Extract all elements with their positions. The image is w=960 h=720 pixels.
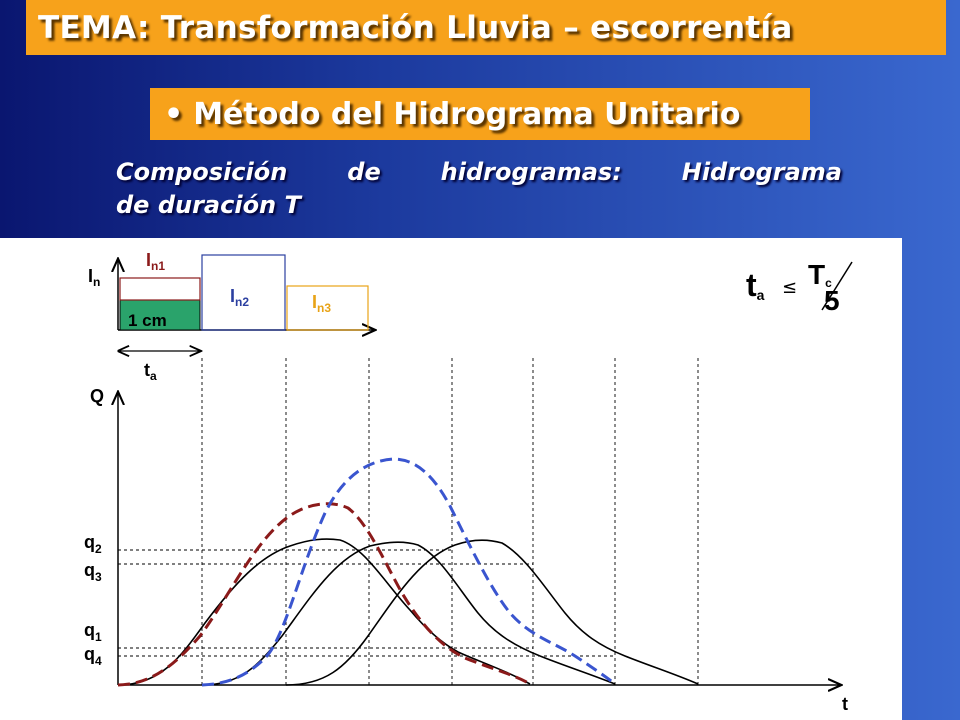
heading-word: Hidrograma	[681, 158, 842, 186]
heading-line-2: de duración T	[116, 191, 301, 219]
heading-word: hidrogramas:	[440, 158, 622, 186]
block2-label: In2	[230, 286, 249, 309]
formula-denominator: 5	[824, 285, 840, 316]
slide-subtitle: Método del Hidrograma Unitario	[193, 96, 741, 132]
formula-numerator: Tc	[808, 259, 832, 290]
x-axis-label: t	[842, 694, 848, 714]
duration-formula: ta ≤ Tc 5	[746, 259, 853, 316]
time-gridlines	[201, 358, 699, 685]
hydrograph-diagram: In In1 1 cm In2 In3 ta ta ≤ Tc 5 Q t	[84, 250, 853, 714]
block1-label: In1	[146, 250, 165, 273]
heading-word: de	[347, 158, 381, 186]
sum-hydrograph-blue	[201, 457, 616, 687]
unit-hydrograph-3	[285, 539, 699, 686]
level-label-q3: q3	[84, 560, 102, 584]
block2-outline	[201, 254, 286, 331]
block1-fill	[119, 299, 201, 331]
section-heading: Composición de hidrogramas: Hidrograma d…	[116, 156, 842, 222]
diagram-panel: In In1 1 cm In2 In3 ta ta ≤ Tc 5 Q t	[0, 238, 902, 720]
slide-title: TEMA: Transformación Lluvia – escorrentí…	[38, 9, 793, 46]
y-axis-label: Q	[90, 386, 104, 406]
hydrograph: Q t q2 q3 q1 q4	[84, 358, 848, 714]
bullet-icon: •	[164, 96, 184, 132]
block1-inner-label: 1 cm	[128, 311, 167, 330]
duration-label: ta	[144, 360, 157, 383]
unit-hydrograph-2	[201, 541, 616, 686]
formula-fraction-slash	[821, 261, 853, 311]
sum-hydrograph-red	[117, 502, 531, 687]
level-gridlines	[118, 549, 615, 657]
slide-subtitle-wrap: • Método del Hidrograma Unitario	[164, 97, 740, 132]
formula-operator: ≤	[782, 277, 797, 298]
block1-outline	[119, 277, 201, 301]
level-label-q1: q1	[84, 620, 102, 644]
block3-label: In3	[312, 292, 331, 315]
unit-hydrograph-1	[117, 538, 531, 686]
heading-word: Composición	[116, 158, 288, 186]
heading-line-1: Composición de hidrogramas: Hidrograma	[116, 156, 842, 189]
block3-outline	[286, 285, 369, 331]
subtitle-banner: • Método del Hidrograma Unitario	[150, 88, 810, 140]
level-label-q2: q2	[84, 532, 102, 556]
title-banner: TEMA: Transformación Lluvia – escorrentí…	[26, 0, 946, 55]
formula-lhs: ta	[746, 267, 765, 303]
hyetograph-axis-label: In	[88, 266, 100, 289]
level-label-q4: q4	[84, 644, 102, 668]
hyetograph: In In1 1 cm In2 In3 ta	[88, 250, 374, 383]
